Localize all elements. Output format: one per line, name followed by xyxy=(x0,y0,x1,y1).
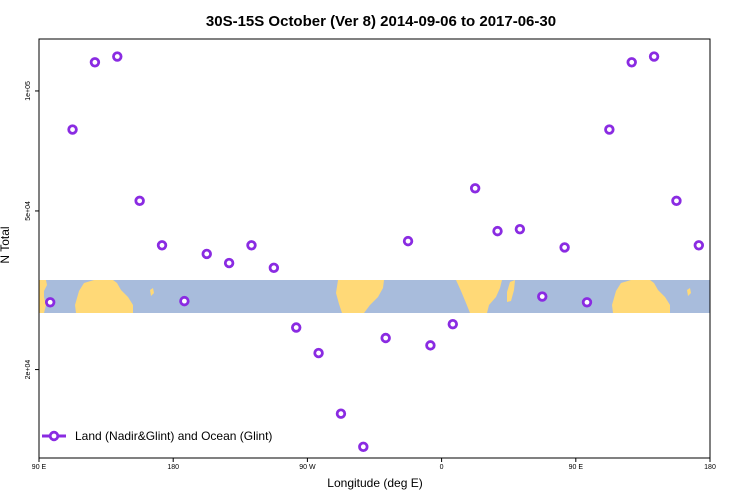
data-point xyxy=(246,240,257,251)
data-point xyxy=(112,51,123,62)
data-point xyxy=(469,183,481,194)
land-newzealand xyxy=(150,288,154,296)
x-tick-label: 90 E xyxy=(32,464,47,471)
data-point xyxy=(291,322,302,333)
data-point xyxy=(67,124,78,135)
x-axis-label: Longitude (deg E) xyxy=(327,476,422,490)
data-point xyxy=(358,441,369,453)
data-point xyxy=(201,248,212,260)
y-tick-label: 1e+05 xyxy=(25,81,32,101)
land-africa-left xyxy=(39,280,47,313)
data-point xyxy=(268,262,280,274)
data-point xyxy=(559,242,570,253)
land-newzealand-right xyxy=(687,288,691,296)
y-axis-label: N Total xyxy=(0,226,12,263)
data-point xyxy=(44,297,56,308)
land-australia-left xyxy=(75,280,133,313)
land-africa xyxy=(456,280,502,313)
data-point xyxy=(671,195,682,207)
x-tick-label: 180 xyxy=(704,464,716,471)
legend: Land (Nadir&Glint) and Ocean (Glint) xyxy=(42,429,272,443)
x-tick-label: 90 W xyxy=(299,464,316,471)
data-point xyxy=(604,124,615,135)
y-tick-label: 5e+04 xyxy=(25,201,32,221)
data-points xyxy=(44,51,705,453)
map-strip xyxy=(39,280,710,313)
data-point xyxy=(402,235,414,247)
x-tick-label: 0 xyxy=(440,464,444,471)
data-point xyxy=(693,240,705,251)
data-point xyxy=(648,51,660,62)
data-point xyxy=(447,318,458,330)
data-point xyxy=(492,225,503,237)
data-point xyxy=(537,291,548,302)
data-point xyxy=(313,347,324,359)
x-axis: 90 E 180 90 W 0 90 E 180 xyxy=(32,458,716,471)
x-tick-label: 90 E xyxy=(569,464,584,471)
data-point xyxy=(223,257,235,269)
data-point xyxy=(156,240,168,251)
chart-title: 30S-15S October (Ver 8) 2014-09-06 to 20… xyxy=(206,13,556,30)
y-tick-label: 2e+04 xyxy=(25,360,32,380)
land-australia-right xyxy=(612,280,670,313)
data-point xyxy=(89,57,101,68)
data-point xyxy=(514,223,526,235)
land-madagascar xyxy=(507,280,515,302)
data-point xyxy=(581,297,593,308)
data-point xyxy=(335,408,347,419)
legend-marker xyxy=(48,430,60,442)
y-axis: 2e+04 5e+04 1e+05 xyxy=(25,81,39,379)
data-point xyxy=(134,195,145,207)
land-south-america xyxy=(336,280,384,313)
data-point xyxy=(380,332,391,344)
data-point xyxy=(626,57,637,68)
plot-frame xyxy=(38,38,711,459)
data-point xyxy=(179,295,190,307)
data-point xyxy=(425,340,436,351)
legend-entry: Land (Nadir&Glint) and Ocean (Glint) xyxy=(75,429,272,443)
x-tick-label: 180 xyxy=(167,464,179,471)
